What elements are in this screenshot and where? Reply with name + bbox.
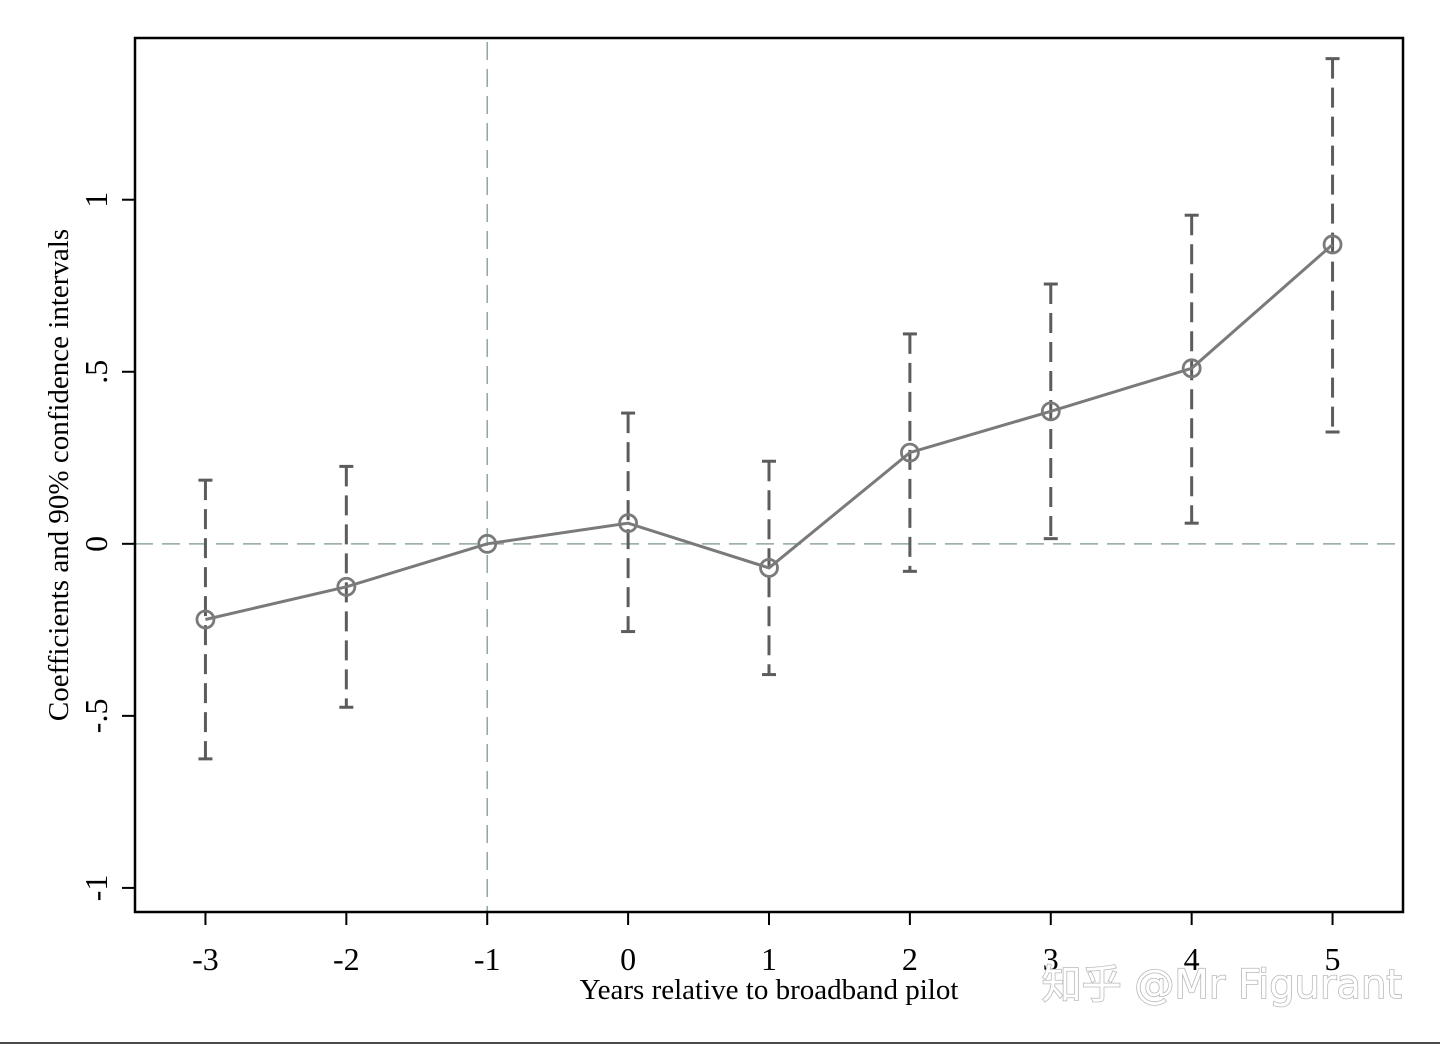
data-point-5 bbox=[1322, 234, 1343, 255]
y-tick-label: -1 bbox=[78, 875, 114, 902]
y-tick-label: .5 bbox=[78, 360, 114, 384]
y-tick-label: 1 bbox=[78, 192, 114, 208]
axes: -3 -2 -1 0 1 2 3 4 5 -1 -.5 0 .5 1 bbox=[78, 36, 1405, 977]
data-point--3 bbox=[195, 609, 216, 630]
y-tick-label: -.5 bbox=[78, 699, 114, 734]
series-line bbox=[205, 243, 1334, 621]
data-point-0 bbox=[618, 513, 639, 534]
x-tick-label: 3 bbox=[1043, 941, 1059, 977]
bottom-border bbox=[0, 1042, 1440, 1044]
data-point-4 bbox=[1181, 358, 1202, 379]
data-points bbox=[195, 234, 1343, 630]
x-tick-label: -3 bbox=[192, 941, 219, 977]
data-point-2 bbox=[899, 442, 920, 463]
confidence-intervals bbox=[198, 57, 1340, 761]
x-tick-label: 1 bbox=[761, 941, 777, 977]
x-tick-label: 0 bbox=[620, 941, 636, 977]
reference-lines bbox=[135, 42, 1403, 912]
y-tick-label: 0 bbox=[78, 536, 114, 552]
data-point-3 bbox=[1040, 401, 1061, 422]
x-tick-label: -1 bbox=[474, 941, 501, 977]
data-point--2 bbox=[336, 576, 357, 597]
x-tick-label: 5 bbox=[1325, 941, 1341, 977]
x-tick-label: 2 bbox=[902, 941, 918, 977]
x-axis-title: Years relative to broadband pilot bbox=[580, 974, 959, 1006]
x-tick-label: -2 bbox=[333, 941, 360, 977]
y-axis-title: Coefficients and 90% confidence interval… bbox=[43, 229, 75, 721]
data-point-1 bbox=[759, 558, 779, 578]
x-tick-label: 4 bbox=[1184, 941, 1200, 977]
series-line-layer bbox=[205, 243, 1334, 621]
data-point--1 bbox=[477, 533, 498, 554]
watermark-text: 知乎 @Mr Figurant bbox=[1042, 962, 1402, 1008]
